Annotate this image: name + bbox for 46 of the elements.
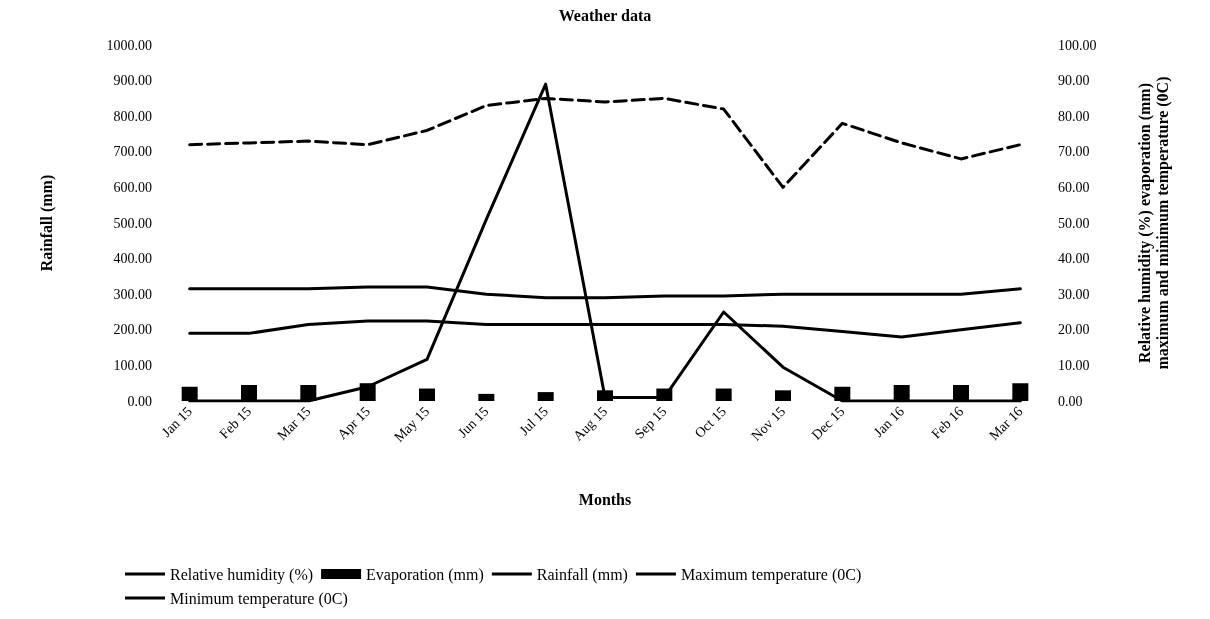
- x-tick-label: Oct 15: [691, 403, 729, 441]
- y-tick-label: 1000.00: [106, 37, 152, 53]
- y-tick-label: 400.00: [113, 251, 152, 267]
- legend-label: Maximum temperature (0C): [680, 565, 862, 584]
- x-tick-label: May 15: [391, 403, 433, 445]
- x-tick-label: Feb 16: [928, 403, 967, 442]
- y2-tick-label: 70.00: [1058, 144, 1090, 160]
- y2-axis-title: Relative humidity (%) evaporation (mm) maximum and minimum temperature (0C): [1135, 76, 1172, 370]
- x-tick-label: Nov 15: [748, 403, 789, 444]
- legend-label: Minimum temperature (0C): [170, 589, 348, 608]
- legend-label: Relative humidity (%): [170, 565, 314, 584]
- y2-tick-label: 60.00: [1058, 179, 1090, 195]
- y-tick-label: 900.00: [113, 73, 152, 89]
- x-tick-label: Sep 15: [631, 403, 670, 442]
- x-tick-label: Dec 15: [808, 403, 848, 443]
- x-tick-label: Feb 15: [216, 403, 255, 442]
- y-tick-label: 500.00: [113, 215, 152, 231]
- y-tick-label: 200.00: [113, 322, 152, 338]
- y2-tick-label: 20.00: [1058, 322, 1090, 338]
- y-tick-label: 700.00: [113, 144, 152, 160]
- y-tick-label: 100.00: [113, 357, 152, 373]
- legend-label: Evaporation (mm): [366, 565, 484, 584]
- y2-tick-label: 50.00: [1058, 215, 1090, 231]
- chart-title: Weather data: [558, 6, 652, 24]
- x-tick-label: Aug 15: [570, 403, 611, 444]
- y2-tick-label: 80.00: [1058, 108, 1090, 124]
- y2-tick-label: 100.00: [1058, 37, 1097, 53]
- legend-label: Rainfall (mm): [536, 565, 628, 584]
- y-tick-label: 0.00: [127, 393, 152, 409]
- y2-tick-label: 30.00: [1058, 286, 1090, 302]
- x-tick-label: Mar 16: [986, 403, 1026, 444]
- y2-tick-label: 0.00: [1058, 393, 1083, 409]
- y-tick-label: 800.00: [113, 108, 152, 124]
- x-tick-label: Jun 15: [454, 403, 492, 441]
- y2-tick-label: 10.00: [1058, 357, 1090, 373]
- y2-tick-label: 90.00: [1058, 73, 1090, 89]
- x-axis-title: Months: [578, 490, 632, 508]
- x-tick-label: Jan 16: [870, 403, 907, 440]
- y-axis-title: Rainfall (mm): [37, 174, 56, 272]
- x-tick-label: Mar 15: [274, 403, 314, 444]
- y-tick-label: 600.00: [113, 179, 152, 195]
- y2-tick-label: 40.00: [1058, 251, 1090, 267]
- y-tick-label: 300.00: [113, 286, 152, 302]
- x-tick-label: Apr 15: [334, 403, 373, 443]
- x-tick-label: Jul 15: [516, 403, 551, 439]
- x-tick-label: Jan 15: [158, 403, 195, 440]
